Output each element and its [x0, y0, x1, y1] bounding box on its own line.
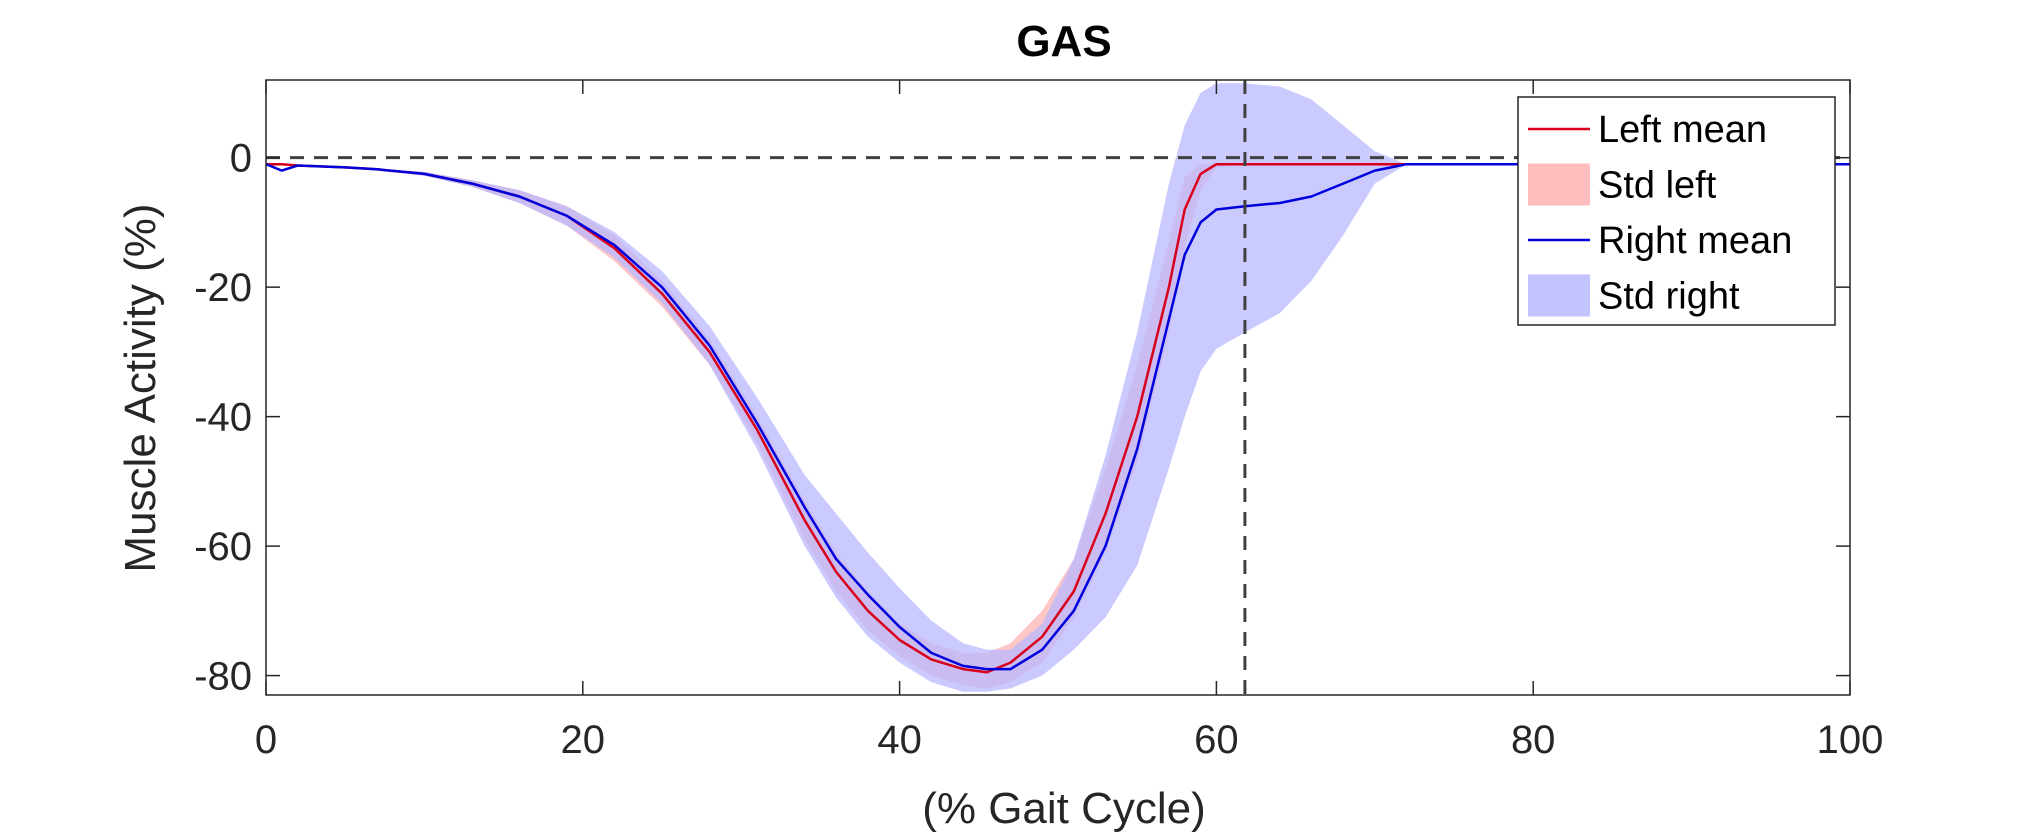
legend-std-right-swatch	[1528, 274, 1590, 317]
plot-area: 0 20 40 60 80 100 0 -20 -40 -60 -80	[194, 79, 1884, 762]
axes-box	[265, 79, 1851, 696]
x-axis-label: (% Gait Cycle)	[922, 784, 1206, 833]
legend-std-left-swatch	[1528, 163, 1590, 206]
y-axis-label: Muscle Activity (%)	[116, 203, 165, 572]
y-tick-label: -20	[194, 266, 252, 310]
legend-std-left-label: Std left	[1598, 165, 1717, 207]
x-tick-label: 100	[1817, 718, 1884, 762]
x-tick-label: 40	[877, 718, 922, 762]
x-tick-label: 80	[1511, 718, 1556, 762]
x-tick-label: 60	[1194, 718, 1239, 762]
plot-data-layer	[266, 83, 1850, 692]
y-tick-label: -80	[194, 655, 252, 699]
chart-title: GAS	[1016, 17, 1111, 66]
y-tick-label: -60	[194, 525, 252, 569]
legend-std-right-label: Std right	[1598, 276, 1740, 318]
right-mean-line	[266, 162, 1850, 671]
x-tick-label: 0	[255, 718, 277, 762]
x-tick-label: 20	[561, 718, 606, 762]
legend-right-mean-label: Right mean	[1598, 220, 1792, 262]
y-tick-label: 0	[230, 137, 252, 181]
legend: Left mean Std left Right mean Std right	[1517, 96, 1836, 326]
y-tick-label: -40	[194, 396, 252, 440]
legend-left-mean-label: Left mean	[1598, 109, 1767, 151]
